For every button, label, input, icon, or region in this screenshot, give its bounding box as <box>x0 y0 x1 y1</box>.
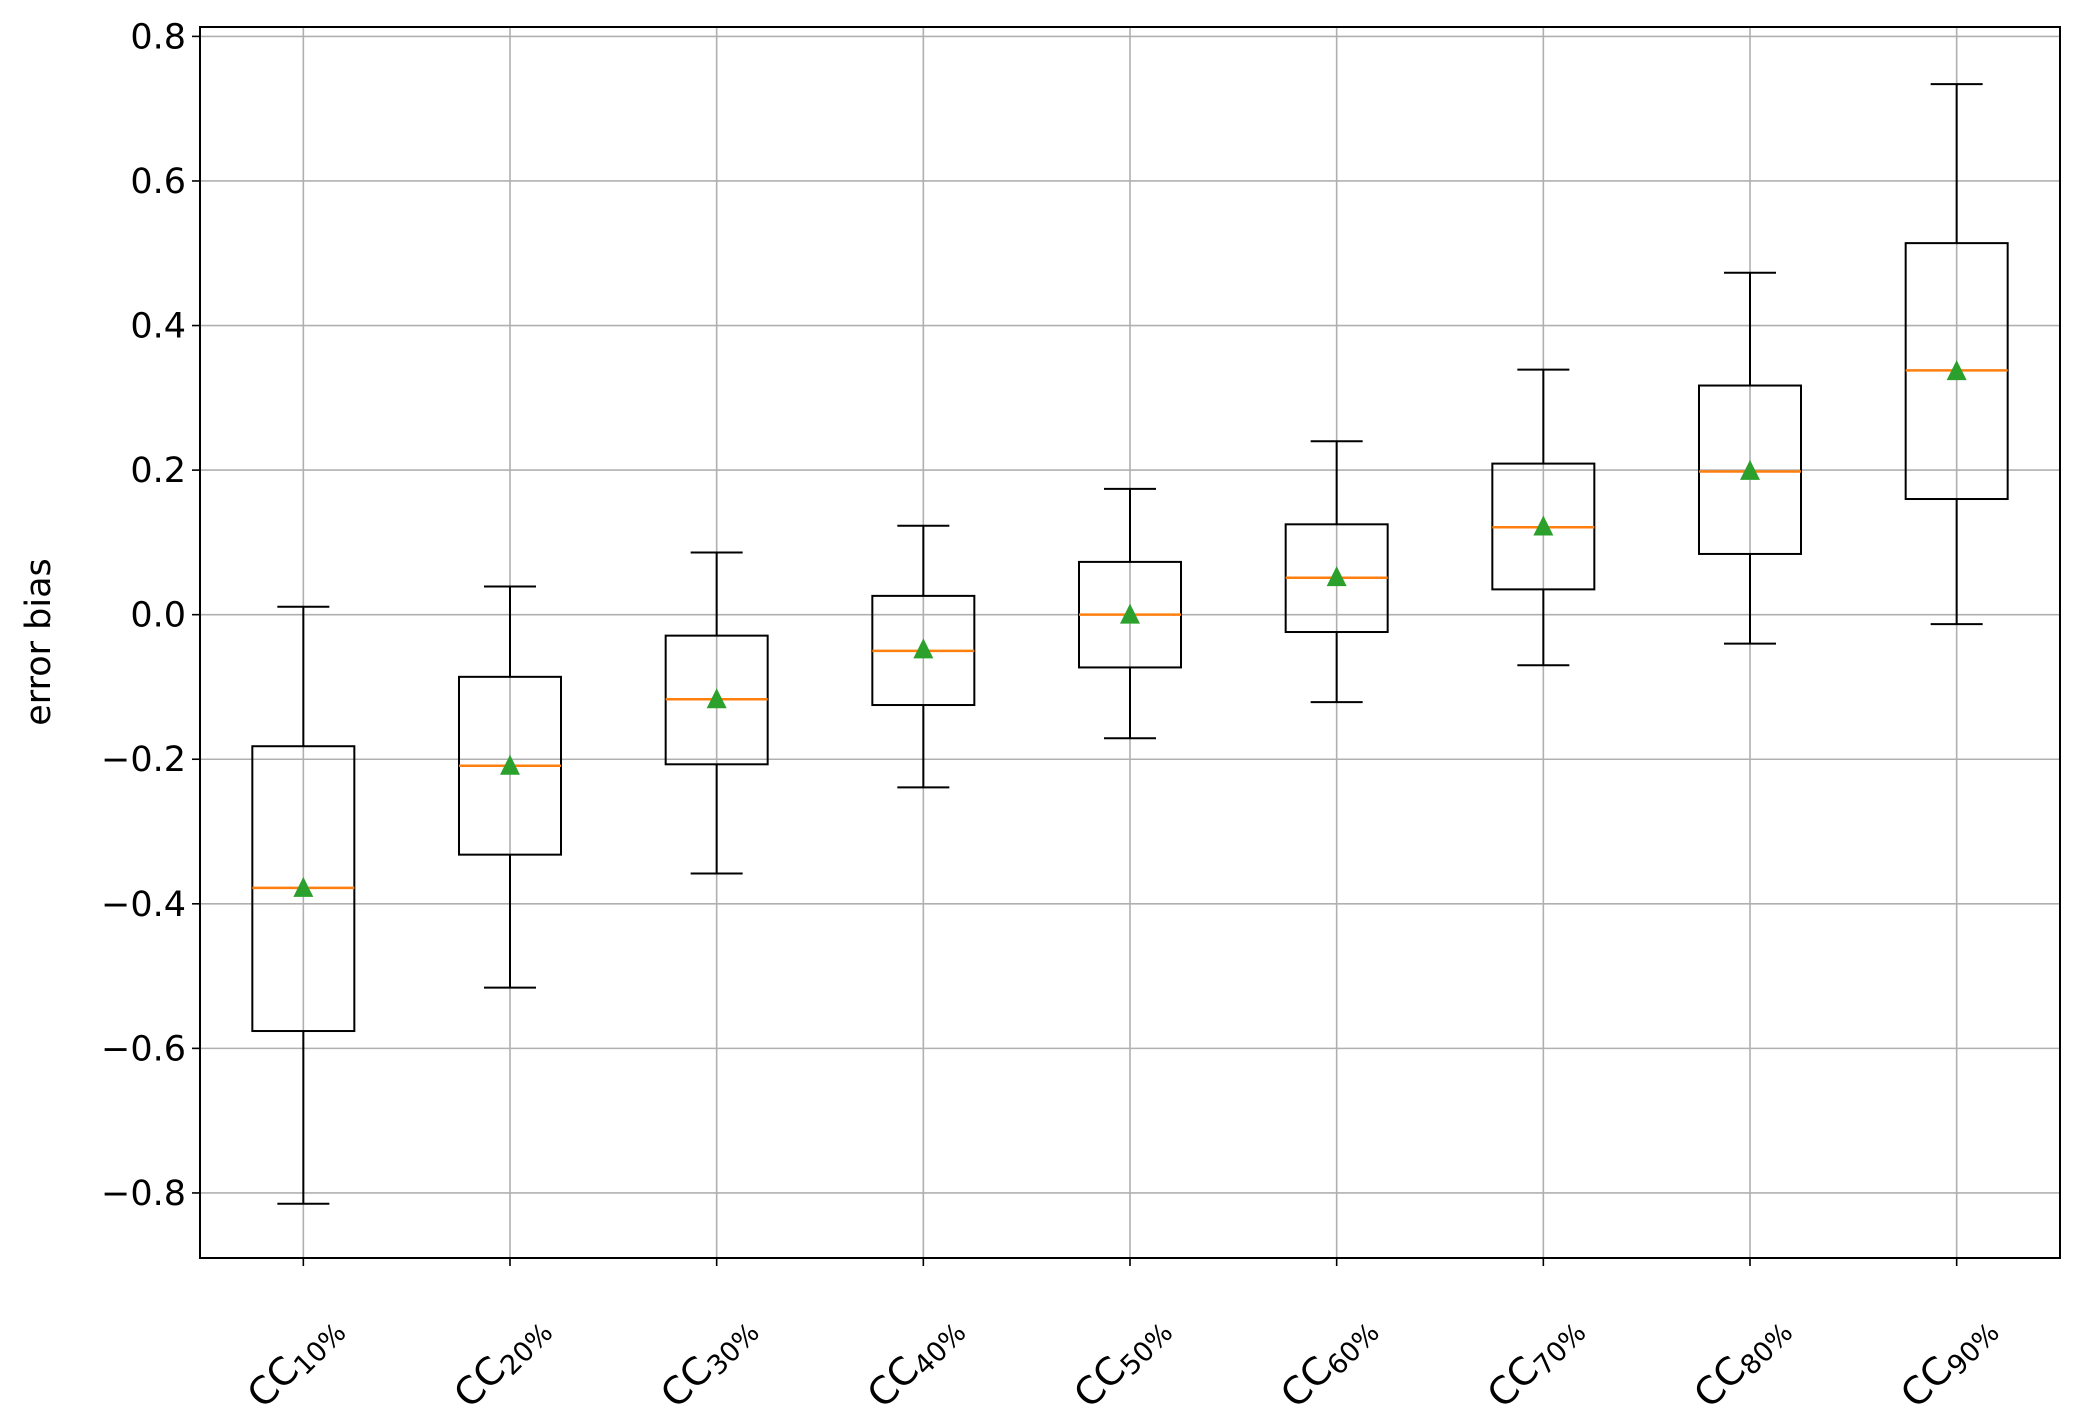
y-tick-label: −0.2 <box>101 740 186 780</box>
box-60% <box>1284 440 1389 704</box>
y-tick-label: −0.6 <box>101 1029 186 1069</box>
y-tick-label: 0.8 <box>130 17 186 57</box>
x-tick-label: CC30% <box>652 1305 766 1419</box>
mean-marker <box>706 688 727 709</box>
y-tick-label: 0.4 <box>130 307 186 347</box>
box-10% <box>251 605 356 1205</box>
y-tick-label: −0.8 <box>101 1174 186 1214</box>
mean-marker <box>1120 603 1140 624</box>
box-70% <box>1491 368 1596 667</box>
x-tick-label: CC80% <box>1685 1305 1799 1419</box>
x-tick-label: CC50% <box>1065 1305 1179 1419</box>
y-tick-label: −0.4 <box>101 885 186 925</box>
mean-marker <box>1946 360 1967 381</box>
mean-marker <box>1326 566 1347 587</box>
y-tick-label: 0.2 <box>130 451 186 491</box>
y-axis-label: error bias <box>19 558 59 725</box>
box-50% <box>1078 487 1182 740</box>
boxes <box>251 83 2009 1205</box>
mean-marker <box>293 876 314 897</box>
mean-marker <box>500 754 520 775</box>
mean-marker <box>913 638 934 659</box>
y-tick-label: 0.6 <box>130 162 186 202</box>
x-axis: CC10% CC20% CC30% CC40% CC50% CC60% CC70% CC80%… <box>239 1258 2006 1419</box>
iqr-box <box>1698 384 1802 555</box>
grid <box>200 27 2060 1258</box>
box-30% <box>664 551 769 875</box>
x-tick-label: CC60% <box>1272 1305 1386 1419</box>
x-tick-label: CC20% <box>445 1305 559 1419</box>
y-axis: −0.8 −0.6 −0.4 −0.2 0.0 0.2 0.4 0.6 0.8 <box>101 17 200 1214</box>
y-tick-label: 0.0 <box>130 596 186 636</box>
mean-marker <box>1533 515 1554 536</box>
x-tick-label: CC90% <box>1892 1305 2006 1419</box>
x-tick-label: CC70% <box>1479 1305 1593 1419</box>
x-tick-label: CC10% <box>239 1305 353 1419</box>
x-tick-label: CC40% <box>859 1305 973 1419</box>
box-80% <box>1698 271 1802 645</box>
box-90% <box>1904 83 2009 626</box>
mean-marker <box>1740 459 1760 480</box>
box-40% <box>871 524 976 789</box>
box-20% <box>458 585 562 989</box>
